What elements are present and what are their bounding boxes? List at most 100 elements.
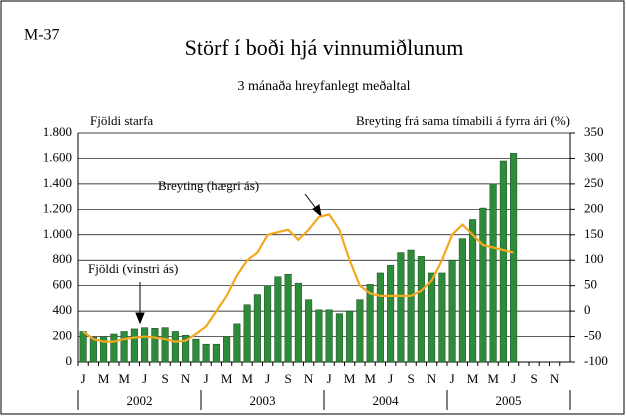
x-tick-label: M xyxy=(241,371,253,386)
x-tick-label: M xyxy=(487,371,499,386)
bar xyxy=(356,299,364,363)
y2-tick-label: 300 xyxy=(584,149,604,164)
bar xyxy=(407,249,415,363)
bar xyxy=(264,285,272,363)
y-tick-label: 800 xyxy=(53,251,73,266)
y2-tick-label: 100 xyxy=(584,251,604,266)
bar xyxy=(489,183,497,363)
bar xyxy=(100,336,108,363)
y-tick-label: 1.800 xyxy=(43,124,72,139)
y-tick-label: 600 xyxy=(53,277,73,292)
annotation: Fjöldi (vinstri ás) xyxy=(88,261,178,276)
chart-subtitle: 3 mánaða hreyfanlegt meðaltal xyxy=(238,79,411,94)
x-tick-label: M xyxy=(467,371,479,386)
x-tick-label: M xyxy=(118,371,130,386)
bar xyxy=(171,331,179,363)
year-label: 2005 xyxy=(496,393,522,408)
x-tick-label: N xyxy=(181,371,191,386)
bar xyxy=(79,331,87,363)
y2-tick-label: 150 xyxy=(584,226,604,241)
bar xyxy=(89,336,97,363)
bar xyxy=(212,343,220,363)
x-tick-label: N xyxy=(304,371,314,386)
bar xyxy=(499,160,507,363)
x-tick-label: N xyxy=(427,371,437,386)
annotation: Breyting (hægri ás) xyxy=(158,178,259,193)
x-tick-label: J xyxy=(450,371,455,386)
line xyxy=(82,213,514,343)
y-tick-label: 1.000 xyxy=(43,226,72,241)
y2-tick-label: 350 xyxy=(584,124,604,139)
bar xyxy=(397,252,405,363)
bar xyxy=(223,336,231,363)
bar xyxy=(428,272,436,363)
y2-tick-label: 250 xyxy=(584,175,604,190)
x-tick-label: M xyxy=(98,371,110,386)
bar xyxy=(110,333,118,363)
bar xyxy=(315,309,323,363)
y-tick-label: 0 xyxy=(66,353,73,368)
x-tick-label: S xyxy=(285,371,292,386)
y-tick-label: 1.400 xyxy=(43,175,72,190)
y2-tick-label: 0 xyxy=(584,302,591,317)
bar xyxy=(192,338,200,363)
bar xyxy=(274,276,282,363)
x-tick-label: J xyxy=(388,371,393,386)
y2-tick-label: 200 xyxy=(584,200,604,215)
bar xyxy=(233,323,241,363)
y2-axis-label: Breyting frá sama tímabili á fyrra ári (… xyxy=(356,113,570,128)
year-label: 2004 xyxy=(373,393,400,408)
bar xyxy=(305,299,313,363)
x-tick-label: M xyxy=(221,371,233,386)
y-tick-label: 1.200 xyxy=(43,200,72,215)
bar xyxy=(448,259,456,363)
x-tick-label: J xyxy=(327,371,332,386)
bar xyxy=(376,272,384,363)
bar xyxy=(438,272,446,363)
bar xyxy=(243,304,251,363)
bar xyxy=(366,284,374,363)
bar xyxy=(325,309,333,363)
bar xyxy=(284,273,292,363)
y2-tick-label: 50 xyxy=(584,277,597,292)
bar xyxy=(182,335,190,363)
year-label: 2002 xyxy=(127,393,153,408)
bar xyxy=(479,207,487,363)
bar xyxy=(202,343,210,363)
y-tick-label: 200 xyxy=(53,328,73,343)
x-tick-label: S xyxy=(408,371,415,386)
bar xyxy=(458,238,466,363)
bar xyxy=(253,294,261,363)
bar xyxy=(387,265,395,363)
x-tick-label: J xyxy=(204,371,209,386)
bar xyxy=(294,282,302,363)
year-label: 2003 xyxy=(250,393,276,408)
x-tick-label: N xyxy=(550,371,560,386)
x-tick-label: J xyxy=(265,371,270,386)
x-tick-label: M xyxy=(344,371,356,386)
chart-title: Störf í boði hjá vinnumiðlunum xyxy=(185,35,464,60)
x-tick-label: S xyxy=(162,371,169,386)
bar xyxy=(510,153,518,363)
x-tick-label: M xyxy=(364,371,376,386)
bar xyxy=(130,328,138,363)
x-tick-label: J xyxy=(81,371,86,386)
chart-label: M-37 xyxy=(24,27,60,44)
bar xyxy=(417,256,425,363)
bar xyxy=(335,313,343,363)
y-tick-label: 1.600 xyxy=(43,149,72,164)
x-tick-label: J xyxy=(142,371,147,386)
bar xyxy=(469,219,477,363)
x-tick-label: J xyxy=(511,371,516,386)
bar xyxy=(141,327,149,363)
y2-tick-label: -100 xyxy=(584,353,608,368)
y-tick-label: 400 xyxy=(53,302,73,317)
bar xyxy=(151,328,159,363)
x-tick-label: S xyxy=(531,371,538,386)
bar xyxy=(120,331,128,363)
y2-tick-label: -50 xyxy=(584,328,601,343)
bar xyxy=(346,310,354,363)
y-axis-label: Fjöldi starfa xyxy=(90,113,153,128)
bar xyxy=(161,327,169,363)
